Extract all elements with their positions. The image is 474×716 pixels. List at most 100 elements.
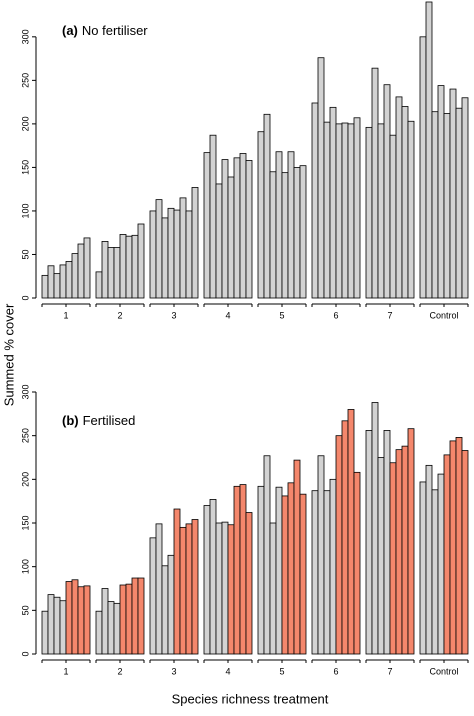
bar	[317, 455, 325, 655]
panel-title: (a) No fertiliser	[62, 23, 148, 38]
bar	[173, 508, 181, 655]
y-tick-label: 200	[20, 116, 30, 131]
bar	[401, 106, 409, 299]
bar	[347, 409, 355, 655]
bar	[203, 505, 211, 655]
bar	[395, 96, 403, 299]
bar	[221, 159, 229, 299]
bar	[329, 106, 337, 299]
bar	[113, 602, 121, 655]
bar	[155, 523, 163, 655]
panel-title-text: No fertiliser	[82, 23, 148, 38]
bar	[263, 455, 271, 655]
bar	[119, 234, 127, 299]
bar	[101, 241, 109, 299]
bar	[83, 585, 91, 655]
bar	[185, 210, 193, 299]
bar	[293, 459, 301, 655]
bar	[191, 187, 199, 299]
bar	[101, 588, 109, 655]
panel-title-text: Fertilised	[83, 413, 136, 428]
x-tick-label: 4	[225, 310, 230, 320]
bar	[149, 537, 157, 655]
bar	[329, 478, 337, 655]
y-tick-label: 250	[20, 428, 30, 443]
bar	[257, 131, 265, 299]
bar	[371, 67, 379, 299]
bar	[461, 450, 469, 655]
bar	[245, 160, 253, 299]
bar	[377, 123, 385, 299]
x-tick-label: 1	[63, 310, 68, 320]
x-tick-label: 6	[333, 310, 338, 320]
bar	[461, 97, 469, 299]
bar	[173, 209, 181, 299]
bar	[95, 271, 103, 299]
bar	[125, 235, 133, 299]
bar	[77, 243, 85, 299]
bar	[455, 437, 463, 655]
bar	[317, 57, 325, 299]
bar	[383, 84, 391, 299]
bar	[395, 449, 403, 655]
bar	[449, 88, 457, 299]
bar	[113, 247, 121, 299]
bar	[293, 167, 301, 299]
bar	[59, 264, 67, 299]
bar	[323, 121, 331, 299]
bar	[269, 171, 277, 299]
bar	[53, 596, 61, 655]
x-tick-label: Control	[429, 666, 458, 676]
bar	[389, 462, 397, 655]
x-tick-label: 7	[387, 666, 392, 676]
bar	[83, 237, 91, 299]
bar	[455, 107, 463, 299]
y-tick-label: 300	[20, 29, 30, 44]
x-tick-label: 7	[387, 310, 392, 320]
bar	[161, 217, 169, 299]
y-tick-label: 300	[20, 384, 30, 399]
bar	[425, 1, 433, 299]
bar	[221, 521, 229, 655]
bar	[263, 113, 271, 299]
panel-label: (a)	[62, 23, 78, 38]
bar	[287, 482, 295, 655]
bar	[449, 440, 457, 655]
bar	[425, 464, 433, 655]
bar	[233, 485, 241, 655]
bar	[71, 579, 79, 655]
bar	[281, 495, 289, 655]
bar	[443, 454, 451, 655]
x-tick-label: 1	[63, 666, 68, 676]
bar	[209, 499, 217, 655]
bar	[437, 473, 445, 655]
bar	[209, 134, 217, 299]
x-tick-label: 6	[333, 666, 338, 676]
bar	[443, 113, 451, 299]
x-tick-label: 5	[279, 310, 284, 320]
bar	[323, 490, 331, 655]
x-tick-label: 3	[171, 666, 176, 676]
bar	[419, 481, 427, 655]
bar	[179, 197, 187, 299]
bar	[377, 457, 385, 655]
y-axis-label: Summed % cover	[1, 303, 16, 406]
bar	[71, 253, 79, 299]
bar	[203, 152, 211, 299]
y-tick-label: 250	[20, 73, 30, 88]
bar	[137, 577, 145, 655]
y-tick-label: 0	[20, 651, 30, 656]
bar	[53, 273, 61, 299]
bar	[239, 484, 247, 655]
x-tick-label: 4	[225, 666, 230, 676]
bar	[311, 490, 319, 655]
bar	[179, 526, 187, 655]
bar	[257, 485, 265, 655]
bar	[95, 610, 103, 655]
bar	[185, 523, 193, 655]
bar	[347, 123, 355, 299]
bar	[167, 207, 175, 299]
bar	[275, 151, 283, 299]
bar	[401, 445, 409, 655]
bar	[431, 111, 439, 299]
